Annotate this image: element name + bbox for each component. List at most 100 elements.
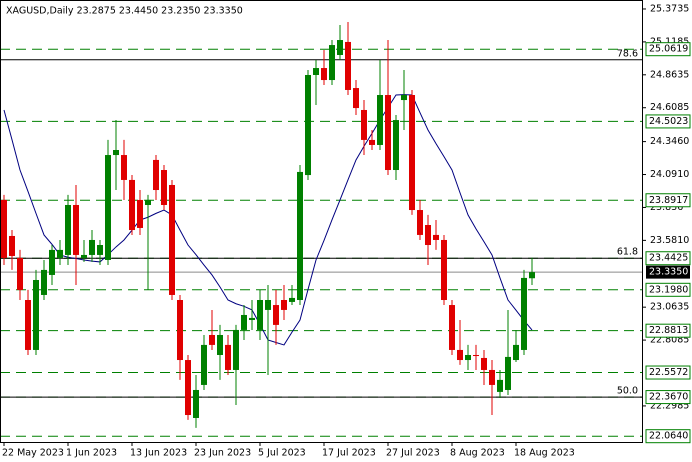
candle-body (289, 297, 295, 302)
level-label: 23.8917 (649, 195, 688, 206)
candle-body (97, 245, 103, 255)
candle-body (377, 95, 383, 145)
candle-body (337, 40, 343, 55)
level-label: 23.1980 (649, 284, 688, 295)
candle-body (1, 199, 7, 258)
candle-body (353, 88, 359, 109)
candle-body (409, 95, 415, 211)
y-tick-label: 23.5810 (650, 235, 689, 246)
candle-body (313, 68, 319, 76)
y-tick-label: 23.836 (650, 202, 683, 213)
x-tick-label: 27 Jul 2023 (386, 448, 440, 459)
candle-body (25, 300, 31, 350)
candle-body (257, 300, 263, 330)
x-tick-label: 1 Jun 2023 (66, 448, 117, 459)
level-label: 25.0619 (649, 44, 688, 55)
y-tick-label: 24.3460 (650, 136, 689, 147)
y-tick-label: 24.0910 (650, 169, 689, 180)
candle-body (497, 379, 503, 392)
candle-body (297, 171, 303, 301)
candle-body (233, 329, 239, 370)
x-tick-label: 13 Jun 2023 (130, 448, 187, 459)
level-box (645, 193, 691, 208)
candle-body (201, 344, 207, 385)
level-box (645, 323, 691, 338)
candle-body (385, 95, 391, 171)
candle-body (169, 184, 175, 295)
candle-body (153, 159, 159, 191)
level-label: 22.8813 (649, 325, 688, 336)
candle-body (129, 179, 135, 231)
fib-label: 50.0 (617, 386, 638, 397)
candle-body (321, 68, 327, 81)
candle-body (33, 279, 39, 350)
candle-body (241, 314, 247, 330)
level-box (645, 429, 691, 444)
candle-body (425, 225, 431, 246)
candle-body (465, 354, 471, 361)
y-tick-label: 22.8085 (650, 335, 689, 346)
level-label: 24.5023 (649, 116, 688, 127)
candle-body (393, 120, 399, 171)
y-tick-label: 24.6085 (650, 102, 689, 113)
candle-body (329, 45, 335, 81)
candle-body (521, 277, 527, 350)
level-label: 22.0640 (649, 431, 688, 442)
candle-body (417, 210, 423, 235)
y-tick-label: 22.2985 (650, 400, 689, 411)
candle-body (65, 204, 71, 255)
y-tick-label: 23.0635 (650, 302, 689, 313)
candle-body (89, 239, 95, 255)
level-box (645, 114, 691, 129)
chart-title: XAGUSD,Daily 23.2875 23.4450 23.2350 23.… (6, 6, 243, 17)
candle-body (473, 354, 479, 357)
price-label: 23.3350 (649, 267, 688, 278)
y-tick-label: 25.3735 (650, 3, 689, 14)
candle-body (209, 334, 215, 345)
candle-body (481, 357, 487, 370)
candle-body (265, 300, 271, 310)
x-tick-label: 5 Jul 2023 (258, 448, 306, 459)
candle-body (41, 269, 47, 295)
candle-body (281, 300, 287, 310)
candle-body (441, 239, 447, 301)
candle-body (449, 305, 455, 350)
candle-body (513, 344, 519, 361)
candle-body (489, 369, 495, 385)
candle-body (193, 389, 199, 418)
x-tick-label: 8 Aug 2023 (450, 448, 505, 459)
candle-body (145, 199, 151, 205)
fib-label: 78.6 (617, 48, 638, 59)
plot-frame (0, 0, 643, 443)
candle-body (57, 249, 63, 258)
level-box (645, 282, 691, 297)
candle-body (225, 344, 231, 370)
candle-body (305, 75, 311, 176)
candle-body (273, 305, 279, 325)
candle-body (529, 272, 535, 279)
x-tick-label: 17 Jul 2023 (322, 448, 376, 459)
level-box (645, 251, 691, 266)
plot: 78.6 61.8 50.0 (0, 21, 642, 437)
candle-body (113, 150, 119, 156)
candle-body (137, 199, 143, 228)
candle-body (249, 317, 255, 321)
candle-body (81, 254, 87, 258)
candle-body (185, 360, 191, 416)
candle-body (433, 234, 439, 240)
candle-body (9, 235, 15, 256)
candle-body (345, 41, 351, 90)
candle-body (73, 204, 79, 255)
candle-body (105, 155, 111, 260)
candle-body (457, 349, 463, 361)
x-tick-label: 23 Jun 2023 (194, 448, 251, 459)
candle-body (369, 139, 375, 145)
candle-body (505, 356, 511, 390)
level-box (645, 365, 691, 380)
candle-body (161, 170, 167, 205)
level-box (645, 42, 691, 57)
x-tick-label: 18 Aug 2023 (514, 448, 575, 459)
level-box (645, 390, 691, 405)
